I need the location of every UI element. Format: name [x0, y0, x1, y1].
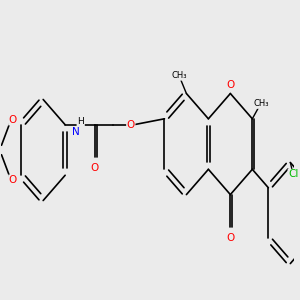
Text: O: O	[227, 80, 235, 90]
Text: O: O	[127, 120, 135, 130]
Text: N: N	[72, 128, 80, 137]
Text: Cl: Cl	[288, 169, 298, 179]
Text: CH₃: CH₃	[254, 99, 269, 108]
Text: O: O	[91, 163, 99, 173]
Text: CH₃: CH₃	[171, 71, 187, 80]
Text: O: O	[9, 175, 17, 185]
Text: O: O	[226, 233, 235, 243]
Text: O: O	[9, 115, 17, 125]
Text: H: H	[78, 117, 84, 126]
